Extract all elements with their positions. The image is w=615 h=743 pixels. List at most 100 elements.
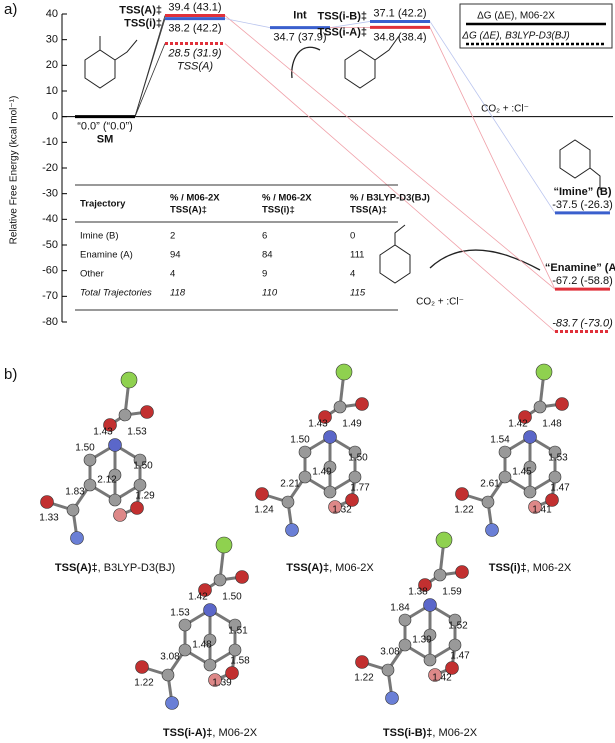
y-tick-label: -80: [42, 316, 58, 328]
atom: [548, 445, 562, 459]
atom: [445, 661, 459, 675]
atom: [118, 408, 132, 422]
y-tick-label: -60: [42, 265, 58, 277]
atom: [335, 363, 353, 381]
atom: [323, 430, 337, 444]
atom: [555, 397, 569, 411]
atom: [235, 570, 249, 584]
structure-name: TSS(i)‡: [489, 562, 527, 574]
level-name: TSS(i-B)‡: [318, 10, 368, 22]
atom: [120, 371, 138, 389]
bond-length: 1.53: [548, 453, 568, 464]
structure-caption: TSS(i-A)‡, M06-2X: [163, 727, 258, 739]
atom: [428, 668, 442, 682]
value-label: -67.2 (-58.8): [552, 275, 613, 287]
table-header: TSS(A)‡: [170, 205, 207, 216]
atom: [423, 653, 437, 667]
bond-length: 1.51: [228, 626, 248, 637]
atom: [345, 493, 359, 507]
atom: [448, 638, 462, 652]
bond-length: 1.59: [442, 587, 462, 598]
atom: [333, 400, 347, 414]
table-cell: 4: [350, 269, 355, 280]
value-label: 28.5 (31.9): [167, 47, 222, 59]
atom: [108, 468, 122, 482]
bond-length: 1.48: [192, 640, 212, 651]
atom: [348, 445, 362, 459]
atom: [178, 618, 192, 632]
atom: [298, 445, 312, 459]
value-label: 39.4 (43.1): [168, 1, 221, 13]
connector: [429, 21, 556, 214]
value-label: “0.0” (“0.0”): [77, 121, 133, 133]
structure-method: , M06-2X: [432, 727, 477, 739]
bond-length: 1.42: [432, 673, 452, 684]
atom: [328, 500, 342, 514]
bond-length: 1.33: [39, 513, 59, 524]
y-tick-label: -10: [42, 136, 58, 148]
bond-length: 1.22: [354, 673, 374, 684]
bond-length: 2.21: [280, 479, 300, 490]
table-cell: 115: [350, 288, 366, 299]
y-tick-label: 0: [52, 111, 58, 123]
atom: [481, 495, 495, 509]
bond-length: 1.22: [134, 678, 154, 689]
connector: [134, 18, 166, 117]
table-cell: 2: [170, 231, 175, 242]
bond-length: 1.43: [93, 427, 113, 438]
atom: [161, 668, 175, 682]
bond-length: 1.50: [133, 461, 153, 472]
atom: [348, 470, 362, 484]
table-header: TSS(i)‡: [262, 205, 295, 216]
atom: [398, 638, 412, 652]
y-tick-label: 10: [46, 85, 58, 97]
atom: [228, 618, 242, 632]
table-cell: Imine (B): [80, 231, 119, 242]
y-tick-label: 20: [46, 59, 58, 71]
bond-length: 1.24: [254, 505, 274, 516]
legend-text: ΔG (ΔE), B3LYP-D3(BJ): [461, 31, 570, 42]
atom: [281, 495, 295, 509]
table-cell: 6: [262, 231, 267, 242]
structure-caption: TSS(A)‡, B3LYP-D3(BJ): [55, 562, 175, 574]
y-tick-label: -50: [42, 239, 58, 251]
bond-length: 1.47: [550, 483, 570, 494]
level-name: TSS(i)‡: [124, 18, 162, 30]
value-label: -83.7 (-73.0): [552, 317, 613, 329]
level-name: TSS(i-A)‡: [318, 26, 368, 38]
y-tick-label: -30: [42, 188, 58, 200]
atom: [318, 410, 332, 424]
atom: [355, 655, 369, 669]
atom: [228, 643, 242, 657]
atom: [225, 666, 239, 680]
structure-caption: TSS(i-B)‡, M06-2X: [383, 727, 478, 739]
structure-name: TSS(i-A)‡: [163, 727, 213, 739]
atom: [108, 438, 122, 452]
value-label: 34.8 (38.4): [373, 31, 426, 43]
atom: [398, 613, 412, 627]
atom: [66, 503, 80, 517]
table-header: TSS(A)‡: [350, 205, 387, 216]
connector: [429, 27, 556, 290]
atom: [323, 460, 337, 474]
y-tick-label: -20: [42, 162, 58, 174]
level-name: TSS(A): [177, 60, 213, 72]
table-cell: 9: [262, 269, 267, 280]
atom: [165, 696, 179, 710]
legend-text: ΔG (ΔE), M06-2X: [477, 11, 555, 22]
molecule: 1.42 1.50 1.53 1.51 1.48 3.08 1.58 1.22 1.39: [134, 536, 250, 710]
table-cell: 110: [262, 288, 278, 299]
bond-length: 1.42: [508, 419, 528, 430]
bond-length: 1.50: [222, 592, 242, 603]
connector: [224, 18, 271, 28]
atom: [385, 691, 399, 705]
bond-length: 1.45: [512, 467, 532, 478]
bond-length: 3.08: [160, 652, 180, 663]
bond-length: 1.53: [127, 427, 147, 438]
atom: [198, 583, 212, 597]
panel-label: b): [4, 366, 17, 383]
table-cell: 111: [350, 250, 364, 261]
table-header: Trajectory: [80, 199, 126, 210]
y-axis-label: Relative Free Energy (kcal mol⁻¹): [9, 96, 20, 245]
